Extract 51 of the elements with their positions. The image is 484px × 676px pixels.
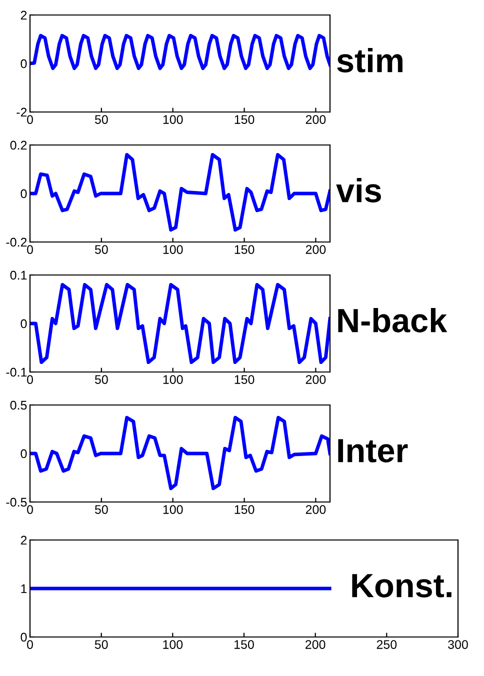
text: Konst.: [352, 574, 452, 598]
x-tick-label: 50: [94, 245, 108, 254]
x-tick-label: 250: [376, 640, 397, 649]
x-tick-label: 150: [234, 505, 254, 514]
x-tick-label: 200: [306, 245, 326, 254]
x-tick-label: 150: [234, 115, 254, 124]
x-tick-label: 100: [163, 245, 183, 254]
x-tick-label: 100: [163, 375, 183, 384]
line-series: [30, 416, 330, 490]
x-tick-label: 100: [163, 505, 183, 514]
x-tick-label: 300: [448, 640, 468, 649]
x-tick-label: 0: [27, 375, 33, 384]
y-tick-label: 2: [20, 10, 27, 20]
text: stim: [337, 48, 402, 72]
y-tick-label: 0: [20, 319, 27, 328]
x-tick-label: 0: [27, 115, 33, 124]
x-tick-label: 100: [163, 115, 183, 124]
x-tick-label: 50: [94, 115, 108, 124]
y-tick-label: 0.2: [10, 140, 27, 150]
text: vis: [336, 178, 381, 202]
x-tick-label: 0: [27, 245, 33, 254]
y-tick-label: 0.1: [10, 270, 27, 280]
y-tick-label: 2: [20, 536, 27, 545]
text: Inter: [338, 439, 408, 462]
x-tick-label: 200: [306, 115, 326, 124]
x-tick-label: 0: [27, 640, 33, 649]
x-tick-label: 150: [234, 245, 254, 254]
x-tick-label: 150: [234, 375, 254, 384]
y-tick-label: -2: [16, 108, 27, 117]
line-series: [30, 152, 330, 232]
x-tick-label: 200: [306, 640, 326, 649]
y-tick-label: 0: [20, 449, 27, 458]
x-tick-label: 200: [306, 505, 326, 514]
y-tick-label: 0.5: [10, 400, 27, 410]
x-tick-label: 0: [27, 505, 33, 514]
y-tick-label: 0: [20, 189, 27, 198]
x-tick-label: 50: [94, 640, 108, 649]
x-tick-label: 50: [94, 375, 108, 384]
y-tick-label: 1: [21, 584, 27, 594]
y-tick-label: 0: [20, 632, 27, 642]
line-series: [30, 282, 330, 364]
text: N-back: [338, 308, 448, 332]
line-series: [30, 34, 330, 70]
x-tick-label: 150: [234, 640, 254, 649]
y-tick-label: -0.2: [6, 238, 27, 247]
y-tick-label: 0: [20, 59, 27, 68]
y-tick-label: -0.5: [6, 498, 27, 507]
x-tick-label: 50: [94, 505, 108, 514]
y-tick-label: -0.1: [6, 368, 27, 377]
x-tick-label: 100: [163, 640, 183, 649]
x-tick-label: 200: [306, 375, 326, 384]
